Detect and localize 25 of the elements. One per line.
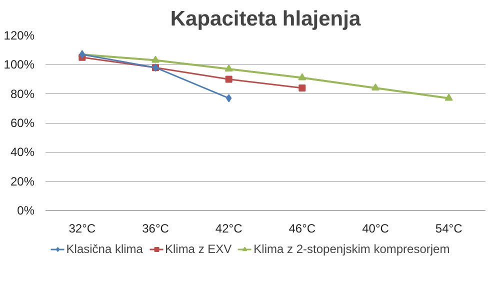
y-tick-label: 80% bbox=[10, 86, 35, 101]
y-tick-label: 20% bbox=[10, 174, 35, 188]
point bbox=[298, 73, 306, 80]
x-tick-label: 42°C bbox=[215, 222, 243, 236]
point bbox=[225, 76, 232, 83]
legend-label: Klasična klima bbox=[66, 242, 143, 256]
x-tick-label: 54°C bbox=[435, 222, 463, 236]
x-tick-label: 36°C bbox=[142, 222, 170, 236]
point bbox=[444, 94, 453, 101]
y-tick-label: 60% bbox=[10, 116, 35, 130]
y-tick-label: 120% bbox=[4, 28, 35, 42]
legend-label: Klima z EXV bbox=[164, 242, 232, 256]
y-tick-label: 100% bbox=[4, 58, 35, 72]
x-tick-label: 40°C bbox=[362, 222, 390, 236]
point bbox=[152, 56, 160, 63]
y-tick-label: 0% bbox=[17, 204, 35, 218]
point bbox=[224, 64, 233, 72]
point bbox=[226, 94, 232, 102]
point bbox=[298, 84, 306, 92]
point bbox=[372, 83, 380, 91]
x-tick-label: 46°C bbox=[288, 222, 316, 236]
legend-label: Klima z 2-stopenjskim kompresorjem bbox=[254, 242, 450, 256]
y-tick-label: 40% bbox=[10, 145, 35, 160]
x-tick-label: 32°C bbox=[68, 222, 96, 236]
chart-title: Kapaciteta hlajenja bbox=[170, 8, 361, 30]
